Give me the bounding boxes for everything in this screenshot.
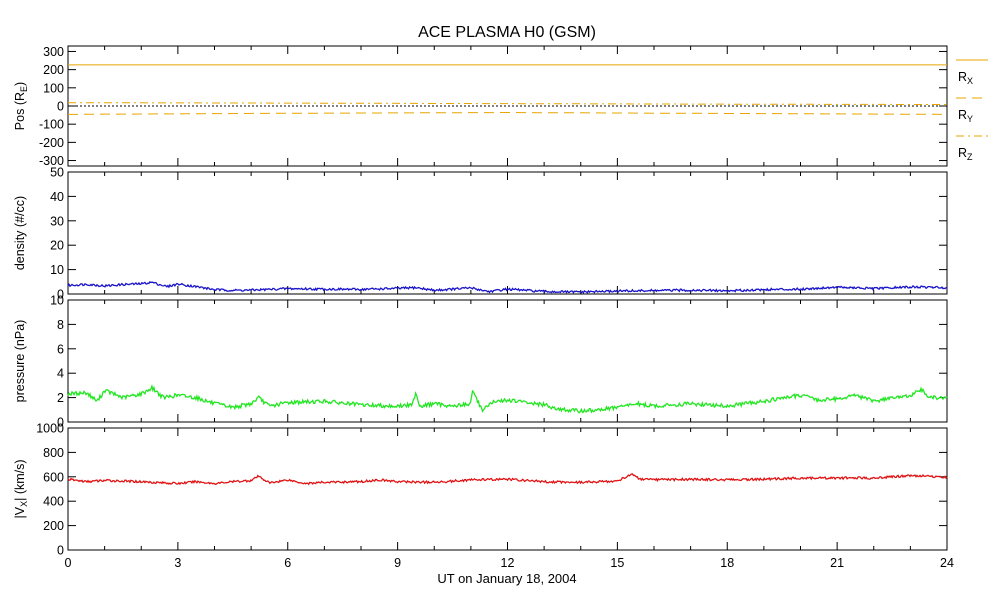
- x-tick-label: 3: [174, 556, 181, 570]
- panel-vx: 0 200 400 600 800 1000 |VX| (km/s) 0 3 6 9 12 15 18 21…: [13, 422, 954, 571]
- legend-label: RY: [958, 108, 973, 124]
- y-tick-label: 400: [43, 495, 64, 509]
- panel-frame: [67, 299, 948, 423]
- y-tick-label: 100: [43, 81, 64, 95]
- panel-frame: [67, 171, 948, 295]
- y-tick-label: 10: [50, 263, 64, 277]
- y-tick-label: 1000: [36, 422, 64, 436]
- y-tick-label: -100: [39, 118, 64, 132]
- legend-label: RZ: [958, 146, 973, 162]
- y-tick-label: -300: [39, 154, 64, 168]
- series-line-density: [67, 281, 948, 294]
- y-tick-label: 20: [50, 239, 64, 253]
- y-axis-label: pressure (nPa): [13, 320, 27, 403]
- x-tick-label: 9: [394, 556, 401, 570]
- y-tick-label: 40: [50, 190, 64, 204]
- panel-frame: [67, 427, 948, 551]
- y-tick-label: 10: [50, 294, 64, 308]
- y-tick-label: 300: [43, 45, 64, 59]
- chart-title: ACE PLASMA H0 (GSM): [418, 24, 596, 41]
- y-tick-label: -200: [39, 136, 64, 150]
- y-axis-label: density (#/cc): [13, 196, 27, 270]
- series-line-pos-y: [67, 111, 948, 115]
- panel-density: 0 10 20 30 40 50 density (#/cc): [13, 166, 948, 302]
- x-axis-label: UT on January 18, 2004: [437, 571, 576, 586]
- y-tick-label: 8: [57, 318, 64, 332]
- y-tick-label: 200: [43, 63, 64, 77]
- y-tick-label: 200: [43, 519, 64, 533]
- x-tick-label: 24: [940, 556, 954, 570]
- legend-label: RX: [958, 70, 973, 86]
- y-axis-label: Pos (RE): [13, 82, 29, 130]
- panel-frame: [67, 45, 948, 167]
- y-tick-label: 4: [57, 367, 64, 381]
- y-tick-label: 6: [57, 342, 64, 356]
- y-tick-label: 0: [57, 416, 64, 430]
- y-axis-label: |VX| (km/s): [13, 459, 29, 518]
- x-tick-label: 6: [284, 556, 291, 570]
- y-tick-label: 600: [43, 470, 64, 484]
- x-tick-label: 0: [65, 556, 72, 570]
- y-tick-label: 0: [57, 288, 64, 302]
- series-line-vx: [67, 473, 948, 486]
- y-tick-label: 50: [50, 166, 64, 180]
- y-tick-label: 0: [57, 100, 64, 114]
- x-tick-label: 15: [610, 556, 624, 570]
- y-tick-label: 30: [50, 214, 64, 228]
- x-tick-label: 21: [830, 556, 844, 570]
- series-line-pressure: [67, 384, 948, 414]
- y-tick-label: 800: [43, 446, 64, 460]
- panel-pressure: 0 2 4 6 8 10 pressure (nPa): [13, 294, 948, 430]
- panel-pos: -300 -200 -100 0 100 200 300 Pos (RE) RX RY RZ: [13, 45, 988, 168]
- y-tick-label: 0: [57, 544, 64, 558]
- series-line-pos-z: [67, 102, 947, 105]
- x-tick-label: 12: [501, 556, 515, 570]
- y-tick-label: 2: [57, 391, 64, 405]
- x-tick-label: 18: [720, 556, 734, 570]
